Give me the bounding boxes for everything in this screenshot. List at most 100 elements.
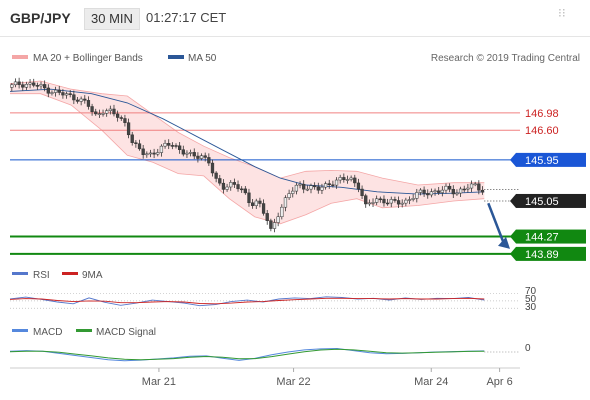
candle-body [400, 202, 404, 205]
candle-body [258, 200, 262, 204]
time-tick-label: Mar 21 [142, 376, 176, 388]
candle-body [207, 157, 211, 164]
candle-body [411, 198, 415, 200]
candle-body [426, 193, 430, 196]
candle-body [371, 202, 375, 204]
window-grip-icon[interactable]: ⁝⁝ [558, 6, 566, 20]
candle-body [159, 145, 164, 153]
candle-body [338, 177, 342, 181]
candle-body [418, 189, 423, 193]
candle-body [378, 198, 382, 201]
ma50-line [9, 88, 485, 195]
candle-body [345, 179, 350, 181]
candle-body [396, 200, 401, 205]
candle-body [112, 108, 116, 115]
candle-body [196, 155, 200, 159]
candle-body [480, 189, 485, 193]
level-tag-145.95 [516, 152, 586, 167]
last-price-tag [516, 193, 586, 208]
candle-body [64, 93, 69, 96]
candle-body [79, 98, 83, 102]
rsi-panel [9, 293, 520, 309]
candle-body [229, 182, 233, 188]
candle-body [375, 198, 379, 203]
candle-body [156, 152, 160, 155]
candle-body [101, 113, 105, 115]
candle-body [218, 178, 222, 184]
candle-body [192, 152, 196, 157]
candle-body [302, 183, 306, 190]
candle-body [50, 92, 54, 94]
candle-body [415, 192, 419, 199]
candle-body [364, 195, 368, 205]
candle-body [385, 202, 390, 205]
candle-body [444, 185, 448, 191]
candle-body [440, 189, 444, 193]
bollinger-band-fill [10, 81, 485, 224]
candle-body [75, 99, 80, 102]
macd-signal-legend-swatch [76, 329, 92, 332]
candle-body [455, 192, 459, 195]
rsi-ma-legend-label: 9MA [82, 270, 103, 281]
level-tag-pointer-145.95 [510, 152, 516, 167]
level-tag-143.89 [516, 246, 586, 261]
candle-body [360, 188, 364, 196]
forecast-arrow-head [498, 236, 510, 249]
candle-body [188, 152, 193, 154]
candle-body [39, 84, 43, 87]
candle-body [437, 190, 441, 193]
candle-body [458, 188, 463, 194]
candle-body [185, 152, 189, 155]
candle-body [126, 122, 131, 136]
candle-body [469, 183, 474, 189]
candle-body [276, 216, 280, 223]
level-label-143.89: 143.89 [525, 249, 559, 261]
candle-body [148, 152, 153, 155]
candle-body [105, 110, 109, 114]
macd-signal-line [9, 348, 485, 361]
time-tick-label: Apr 6 [486, 376, 512, 388]
timeframe-selector[interactable]: 30 MIN [84, 8, 140, 30]
candle-body [28, 82, 32, 85]
candle-body [97, 113, 102, 115]
candle-body [283, 197, 288, 208]
candle-body [21, 84, 25, 88]
rsi-tick-30: 30 [525, 302, 537, 313]
candle-body [349, 177, 353, 180]
candle-body [170, 145, 174, 147]
candle-body [334, 179, 339, 186]
currency-pair-title: GBP/JPY [10, 10, 71, 26]
candle-body [83, 98, 87, 101]
candle-body [86, 100, 91, 107]
candle-body [17, 81, 21, 85]
candle-body [174, 145, 178, 147]
candle-body [433, 190, 437, 193]
candle-body [356, 182, 361, 190]
candle-body [367, 202, 372, 205]
candle-body [163, 143, 167, 147]
level-tag-144.27 [516, 229, 586, 244]
candle-body [466, 187, 470, 190]
level-tag-pointer-144.27 [510, 229, 516, 244]
candle-body [72, 94, 76, 101]
candle-body [43, 84, 47, 89]
candle-body [46, 87, 50, 94]
candle-body [247, 192, 251, 204]
candle-body [294, 184, 299, 192]
candle-body [232, 182, 237, 185]
candle-body [68, 93, 72, 95]
rsi-ma-line [9, 297, 485, 305]
candle-body [178, 145, 182, 150]
candle-body [32, 82, 36, 86]
candle-body [141, 148, 145, 155]
candle-body [137, 143, 142, 150]
candle-body [327, 183, 331, 186]
candle-body [90, 106, 94, 113]
rsi-tick-70: 70 [525, 286, 537, 297]
level-tag-pointer-143.89 [510, 246, 516, 261]
header-divider [0, 36, 590, 37]
candle-body [225, 186, 229, 190]
bollinger-legend-swatch [12, 55, 28, 59]
candle-body [477, 183, 481, 191]
